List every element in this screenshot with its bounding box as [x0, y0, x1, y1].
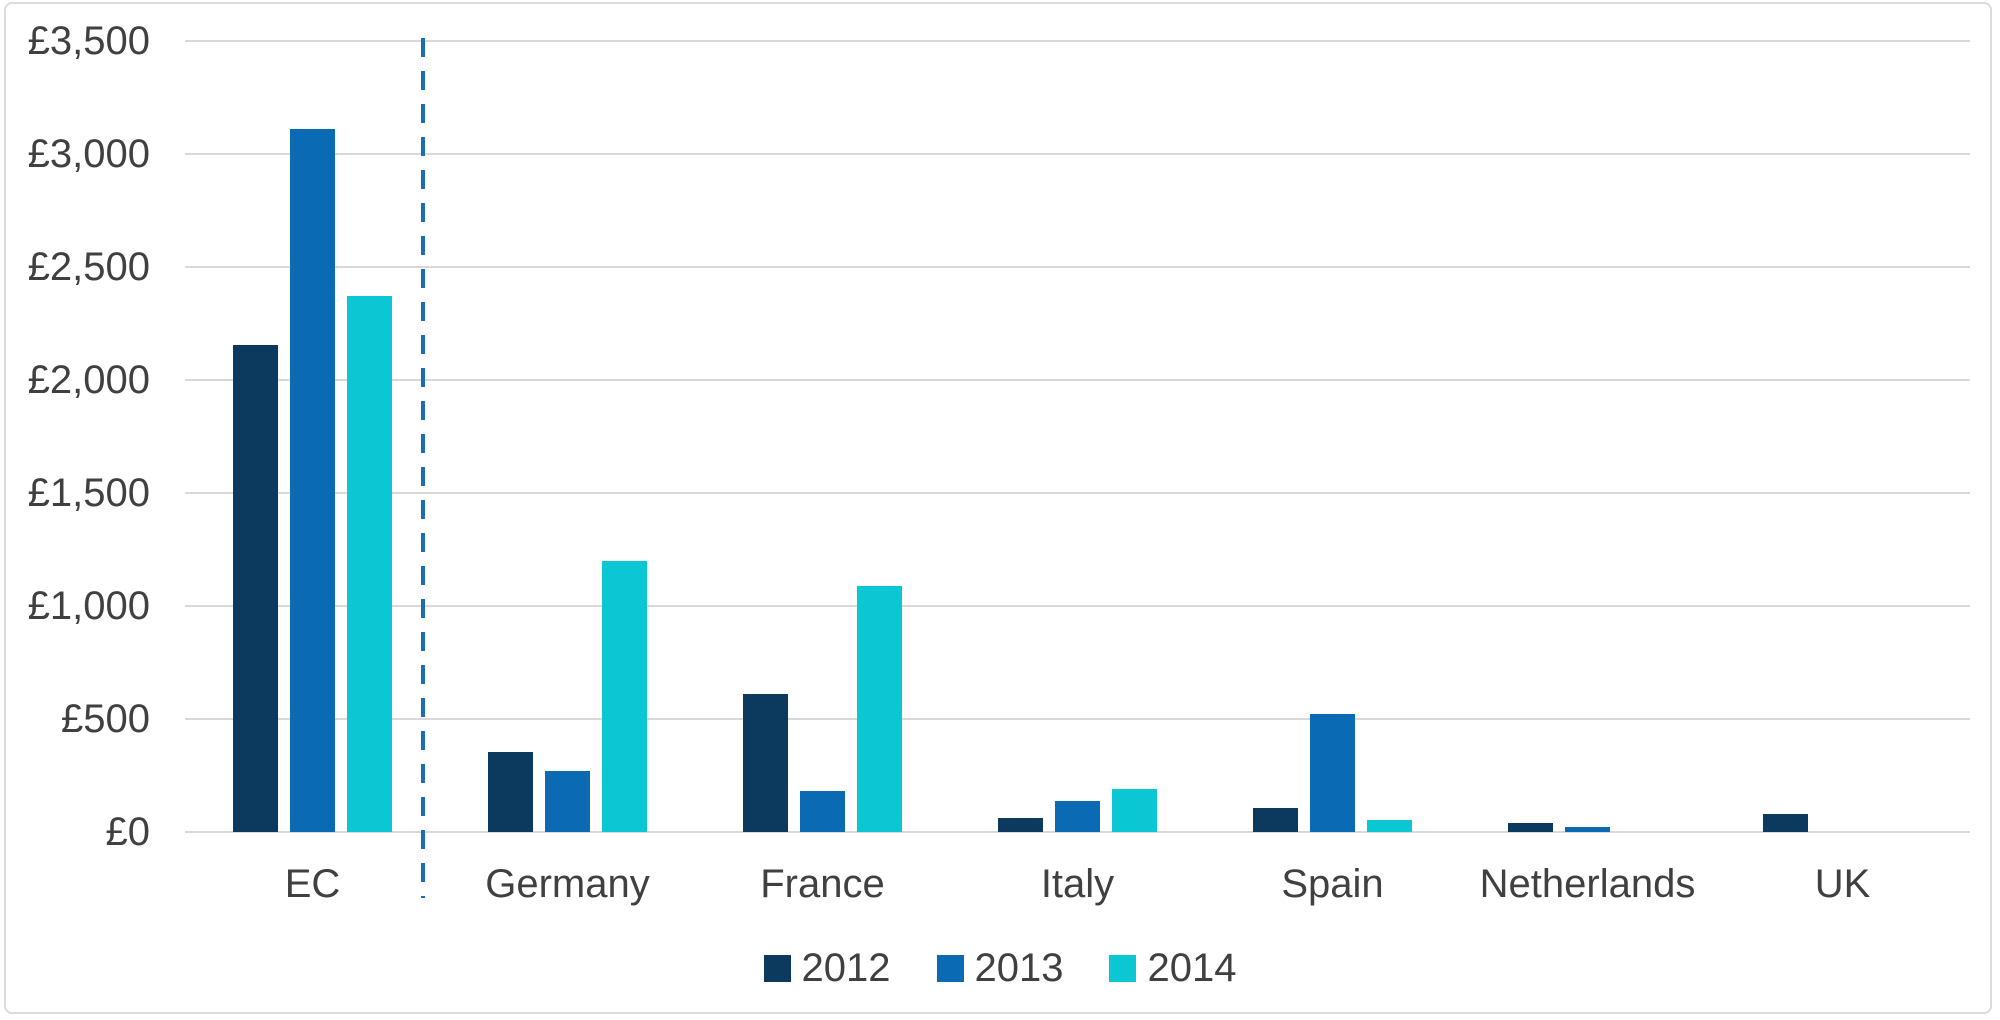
bar-netherlands-2013: [1565, 827, 1610, 832]
legend-swatch-icon: [936, 954, 964, 982]
bar-germany-2014: [602, 560, 647, 832]
bar-germany-2013: [545, 770, 590, 832]
gridline: [185, 153, 1970, 155]
bar-spain-2012: [1253, 808, 1298, 832]
y-axis-tick-label: £2,000: [27, 358, 150, 402]
legend-label: 2013: [974, 946, 1064, 990]
y-axis-tick-label: £0: [105, 810, 151, 854]
gridline: [185, 831, 1970, 833]
legend-item-2014: 2014: [1109, 944, 1236, 992]
chart-legend: 2012 2013 2014: [0, 944, 2000, 992]
bar-italy-2013: [1055, 801, 1100, 832]
gridline: [185, 40, 1970, 42]
legend-swatch-icon: [1109, 954, 1137, 982]
x-axis-category-label: Netherlands: [1479, 862, 1696, 906]
legend-swatch-icon: [763, 954, 791, 982]
bar-netherlands-2012: [1508, 822, 1553, 832]
bar-italy-2012: [998, 818, 1043, 832]
bar-uk-2012: [1763, 813, 1808, 832]
bar-spain-2013: [1310, 714, 1355, 832]
gridline: [185, 379, 1970, 381]
legend-label: 2014: [1147, 946, 1237, 990]
bar-germany-2012: [488, 751, 533, 832]
y-axis-tick-label: £3,500: [27, 19, 150, 63]
gridline: [185, 266, 1970, 268]
legend-item-2012: 2012: [763, 944, 891, 992]
x-axis-category-label: France: [760, 862, 885, 906]
y-axis-tick-label: £500: [61, 697, 150, 741]
gridline: [185, 718, 1970, 720]
x-axis-category-label: Italy: [1040, 862, 1115, 906]
bar-ec-2013: [290, 129, 335, 832]
bar-spain-2014: [1367, 819, 1412, 832]
gridline: [185, 605, 1970, 607]
y-axis-tick-label: £1,000: [27, 584, 150, 628]
bar-ec-2012: [233, 344, 278, 832]
bar-ec-2014: [347, 296, 392, 832]
y-axis-tick-label: £2,500: [27, 245, 150, 289]
bar-france-2012: [743, 694, 788, 832]
legend-label: 2012: [801, 946, 891, 990]
x-axis-category-label: Germany: [485, 862, 650, 906]
x-axis-category-label: Spain: [1281, 862, 1384, 906]
bar-france-2014: [857, 585, 902, 832]
legend-item-2013: 2013: [936, 944, 1064, 992]
ec-separator-dashed-line: [421, 38, 425, 898]
y-axis-tick-label: £1,500: [27, 471, 150, 515]
y-axis-tick-label: £3,000: [27, 132, 150, 176]
gridline: [185, 492, 1970, 494]
bar-italy-2014: [1112, 789, 1157, 832]
x-axis-category-label: EC: [284, 862, 341, 906]
x-axis-category-label: UK: [1814, 862, 1871, 906]
bar-france-2013: [800, 791, 845, 832]
